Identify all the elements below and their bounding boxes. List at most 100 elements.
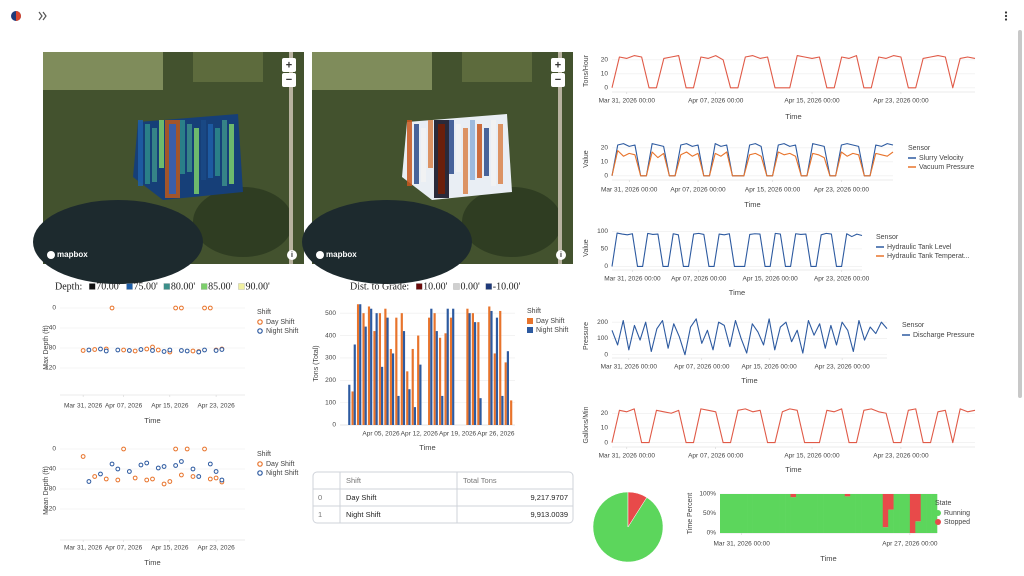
map-field <box>312 52 432 90</box>
bar <box>389 348 392 425</box>
stacked-segment <box>893 494 900 533</box>
zoom-in-label: + <box>555 59 561 71</box>
bar <box>402 331 406 425</box>
legend-label[interactable]: Night Shift <box>266 470 298 477</box>
y-tick-label: 80 <box>49 486 57 493</box>
scrollbar[interactable] <box>1018 30 1022 398</box>
bar <box>466 308 469 425</box>
scatter-point <box>144 477 150 483</box>
stacked-segment <box>833 494 840 533</box>
info-label: i <box>560 252 562 259</box>
stacked-segment <box>877 494 884 533</box>
zoom-in-button[interactable] <box>551 58 565 72</box>
scatter-point <box>132 348 138 354</box>
stacked-segment <box>861 494 867 533</box>
zoom-in-button[interactable] <box>282 58 296 72</box>
scatter-point <box>167 347 173 353</box>
map-field <box>193 52 263 82</box>
x-axis-title: Time <box>144 416 160 425</box>
scatter-point <box>179 348 184 353</box>
legend-label[interactable]: Slurry Velocity <box>919 155 964 162</box>
legend-label[interactable]: Day Shift <box>266 319 294 326</box>
survey-stripe <box>407 120 412 186</box>
stacked-segment <box>926 494 932 533</box>
map-lake <box>302 200 472 284</box>
x-tick-label: Apr 23, 2026 00:00 <box>873 453 929 460</box>
bar <box>444 333 447 425</box>
legend-label: 80.00' <box>171 281 196 292</box>
bar <box>488 306 491 425</box>
legend-label[interactable]: Discharge Pressure <box>913 332 975 339</box>
legend-label[interactable]: Hydraulic Tank Level <box>887 244 952 251</box>
app-logo[interactable] <box>11 11 21 21</box>
menu-button[interactable] <box>1004 11 1008 21</box>
bar <box>351 391 354 425</box>
x-tick-label: Apr 07, 2026 00:00 <box>670 187 726 194</box>
map-road <box>558 52 562 264</box>
y-axis-title: Mean Depth (ft) <box>43 466 50 515</box>
survey-stripe <box>194 128 199 194</box>
scatter-point <box>138 462 144 468</box>
bar <box>471 313 474 425</box>
scatter-point <box>179 305 184 311</box>
map-lake <box>33 200 203 284</box>
info-button[interactable] <box>556 250 566 260</box>
scatter-point <box>207 461 213 467</box>
stacked-segment <box>768 494 775 533</box>
y-tick-label: 400 <box>325 332 336 339</box>
legend-label[interactable]: Night Shift <box>536 327 568 334</box>
scatter-point <box>202 305 207 311</box>
legend-title: State <box>935 500 951 507</box>
survey-stripe <box>477 124 482 178</box>
table-header: Shift <box>346 476 362 485</box>
legend-label[interactable]: Vacuum Pressure <box>919 164 974 171</box>
y-tick-label: 300 <box>325 355 336 362</box>
bar <box>353 344 356 425</box>
x-tick-label: Apr 23, 2026 00:00 <box>814 187 870 194</box>
scatter-point <box>115 466 121 472</box>
bar <box>449 317 453 425</box>
bar <box>395 317 398 425</box>
mapbox-logo <box>316 251 324 259</box>
zoom-out-button[interactable] <box>551 73 565 87</box>
legend-label[interactable]: Running <box>944 510 970 517</box>
x-tick-label: Apr 26, 2026 <box>477 431 515 438</box>
bar <box>468 313 471 425</box>
stacked-segment <box>730 494 737 533</box>
menu-dot <box>1004 14 1008 18</box>
legend-label[interactable]: Day Shift <box>266 461 294 468</box>
x-tick-label: Apr 05, 2026 <box>362 431 400 438</box>
scatter-point <box>161 481 167 487</box>
bar <box>391 353 395 425</box>
legend-label: -10.00' <box>493 281 521 292</box>
zoom-out-button[interactable] <box>282 73 296 87</box>
x-axis-title: Time <box>744 200 760 209</box>
expand-sidebar-button[interactable] <box>38 11 47 21</box>
survey-stripe <box>498 124 503 184</box>
bar <box>501 395 504 425</box>
info-button[interactable] <box>287 250 297 260</box>
legend-label[interactable]: Hydraulic Tank Temperat... <box>887 253 970 260</box>
scatter-point <box>167 479 173 484</box>
y-tick-label: 0 <box>604 173 608 180</box>
legend-swatch <box>89 283 96 290</box>
dredge-track <box>169 124 176 194</box>
bar <box>375 313 378 425</box>
legend-label[interactable]: Day Shift <box>536 318 564 325</box>
scatter-point <box>86 347 92 353</box>
legend-label[interactable]: Stopped <box>944 519 970 526</box>
survey-stripe <box>229 124 234 184</box>
legend-label: 90.00' <box>245 281 270 292</box>
stacked-segment <box>931 494 938 533</box>
legend-label[interactable]: Night Shift <box>266 328 298 335</box>
stacked-segment <box>747 494 753 533</box>
stacked-segment <box>909 494 916 533</box>
x-tick-label: Mar 31, 2026 00:00 <box>604 276 661 283</box>
scatter-point <box>109 305 115 311</box>
survey-stripe <box>484 128 489 176</box>
scatter-point <box>196 474 202 479</box>
stacked-segment <box>915 494 922 522</box>
bar <box>506 351 509 425</box>
bar <box>490 310 493 425</box>
scatter-point <box>173 305 179 311</box>
